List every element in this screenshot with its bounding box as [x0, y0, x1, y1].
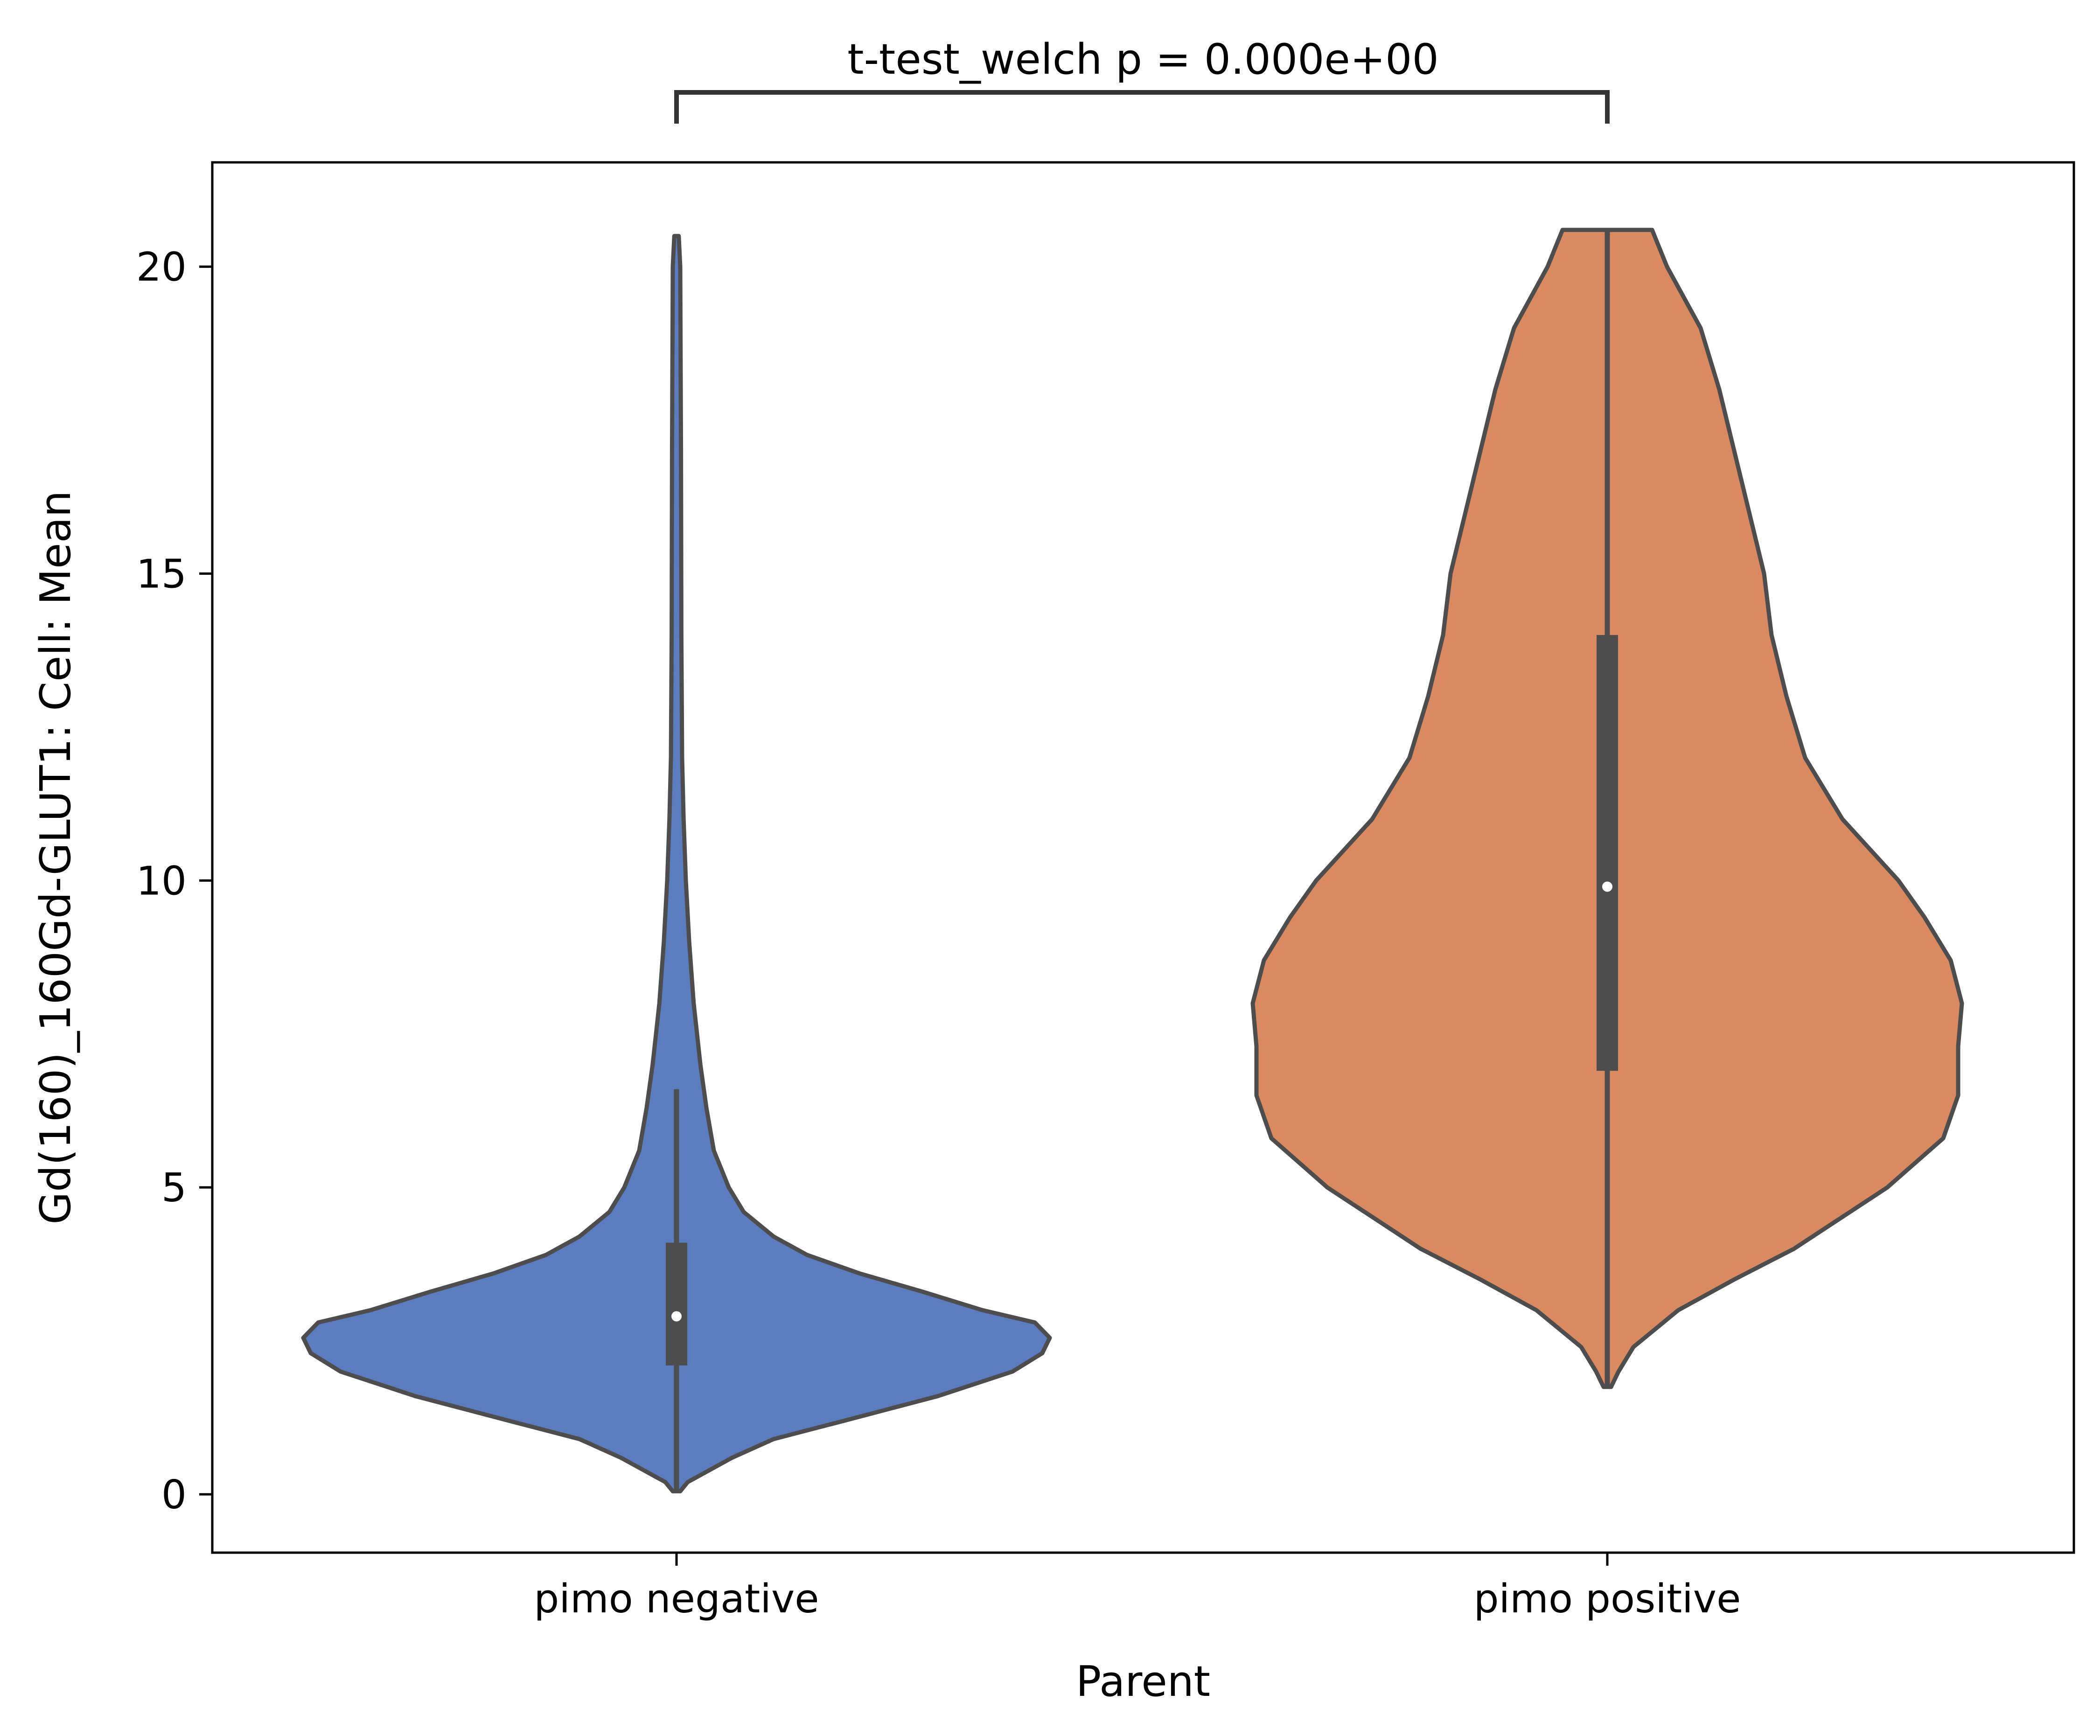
- y-tick-label-5: 5: [161, 1165, 187, 1211]
- x-tick-label-pimo-positive: pimo positive: [1474, 1576, 1741, 1622]
- significance-annotation: t-test_welch p = 0.000e+00: [674, 35, 1610, 124]
- x-axis-label: Parent: [1076, 1657, 1210, 1706]
- iqr-box-pimo-positive: [1597, 635, 1618, 1071]
- box-layer: [666, 230, 1618, 1492]
- y-axis: 0 5 10 15 20: [136, 244, 212, 1518]
- significance-text: t-test_welch p = 0.000e+00: [847, 35, 1438, 84]
- y-tick-label-15: 15: [136, 551, 187, 598]
- plot-frame: [211, 161, 2075, 1554]
- y-tick-label-10: 10: [136, 858, 187, 904]
- significance-bracket: [674, 90, 1610, 124]
- y-tick-label-0: 0: [161, 1472, 187, 1518]
- median-point-pimo-negative: [671, 1311, 682, 1322]
- y-axis-label: Gd(160)_160Gd-GLUT1: Cell: Mean: [31, 490, 80, 1224]
- violin-pimo-negative: [301, 234, 1052, 1493]
- iqr-box-pimo-negative: [666, 1242, 687, 1366]
- x-tick-label-pimo-negative: pimo negative: [534, 1576, 819, 1622]
- x-axis: pimo negative pimo positive: [534, 1553, 1741, 1622]
- median-point-pimo-positive: [1602, 881, 1612, 892]
- y-tick-label-20: 20: [136, 244, 187, 291]
